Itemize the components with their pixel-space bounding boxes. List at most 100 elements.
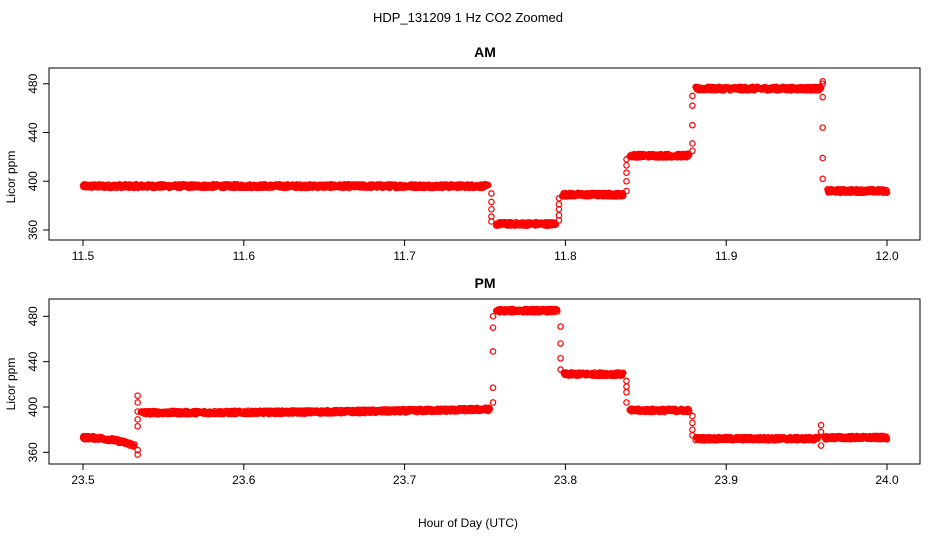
am-y-tick-label: 360 [26, 220, 40, 240]
pm-x-axis: 23.5 23.6 23.7 23.8 23.9 24.0 [71, 464, 899, 487]
pm-data-point [623, 399, 630, 406]
x-axis-label: Hour of Day (UTC) [418, 516, 518, 530]
pm-data-point [685, 407, 693, 415]
pm-data-point [689, 412, 696, 420]
am-y-axis: 360 400 440 480 [26, 73, 49, 240]
pm-data-point [557, 354, 564, 362]
pm-y-tick-label: 480 [26, 306, 40, 326]
pm-data-point [134, 422, 141, 430]
am-data-point [619, 192, 627, 200]
am-data-point [883, 186, 890, 194]
am-data-point [819, 124, 826, 131]
am-panel: AM Licor ppm 11.5 11.6 11.7 11.8 11.9 12.0 36… [4, 44, 921, 263]
am-y-tick-label: 480 [26, 73, 40, 93]
pm-data-point [689, 419, 696, 427]
pm-data-point [134, 399, 141, 406]
am-data-point [484, 181, 492, 189]
am-x-tick-label: 11.7 [393, 249, 416, 263]
am-data-point [488, 198, 495, 206]
pm-y-tick-label: 360 [26, 442, 40, 462]
am-data-point [623, 162, 630, 169]
pm-data-point [619, 369, 627, 377]
pm-data-point [883, 435, 891, 443]
pm-y-tick-label: 400 [26, 397, 40, 417]
am-data-point [689, 121, 696, 129]
am-data-point [550, 221, 557, 229]
am-plot-frame [48, 67, 921, 241]
pm-data-point [131, 441, 138, 448]
pm-data-point [134, 392, 141, 399]
am-data-point [689, 92, 696, 100]
am-data-point [488, 205, 495, 213]
am-x-tick-label: 12.0 [875, 249, 899, 263]
am-y-tick-label: 440 [26, 122, 40, 142]
pm-x-tick-label: 23.7 [393, 473, 417, 487]
am-data-point [685, 151, 693, 159]
am-data-point [689, 140, 696, 147]
am-y-axis-label: Licor ppm [4, 151, 18, 204]
pm-data-point [489, 384, 497, 392]
pm-data-point [557, 366, 564, 373]
pm-data-point [817, 428, 825, 436]
pm-y-axis-label: Licor ppm [4, 358, 18, 411]
pm-data-point [623, 388, 630, 396]
pm-x-tick-label: 23.5 [71, 473, 95, 487]
am-data-point [623, 177, 630, 185]
am-data-point [819, 78, 826, 85]
pm-data-points [79, 305, 891, 458]
am-data-point [623, 187, 630, 195]
pm-data-point [554, 308, 561, 315]
am-data-point [623, 169, 630, 177]
am-data-point [555, 195, 563, 202]
pm-data-point [489, 324, 497, 331]
am-data-points [79, 78, 891, 230]
pm-data-point [134, 416, 141, 423]
am-data-point [883, 189, 891, 196]
am-data-point [819, 154, 826, 162]
am-x-axis: 11.5 11.6 11.7 11.8 11.9 12.0 [72, 240, 899, 263]
pm-data-point [134, 446, 141, 454]
am-x-tick-label: 11.6 [233, 249, 256, 263]
pm-y-axis: 360 400 440 480 [26, 306, 49, 462]
pm-data-point [557, 323, 564, 330]
am-data-point [819, 175, 826, 183]
am-data-point [689, 147, 696, 155]
pm-panel-title: PM [475, 275, 496, 291]
am-data-point [552, 221, 560, 229]
pm-data-point [489, 348, 497, 355]
am-data-point [555, 212, 563, 219]
pm-plot-frame [48, 298, 921, 465]
am-data-point [819, 80, 826, 88]
pm-data-point [817, 442, 825, 449]
pm-data-point [489, 399, 497, 406]
pm-x-tick-label: 23.8 [554, 473, 578, 487]
pm-data-point [134, 408, 141, 415]
am-data-point [623, 156, 630, 163]
pm-data-point [817, 421, 825, 429]
am-x-tick-label: 11.8 [554, 249, 577, 263]
pm-data-point [486, 405, 494, 413]
am-data-point [488, 190, 495, 197]
am-panel-title: AM [474, 44, 496, 60]
pm-data-point [883, 433, 890, 441]
figure-title: HDP_131209 1 Hz CO2 Zoomed [373, 10, 563, 25]
pm-data-point [557, 340, 564, 347]
am-data-point [555, 201, 563, 208]
am-x-tick-label: 11.5 [72, 249, 95, 263]
pm-x-tick-label: 23.9 [715, 473, 739, 487]
pm-data-point [134, 451, 141, 458]
pm-data-point [689, 432, 696, 439]
pm-x-tick-label: 23.6 [232, 473, 256, 487]
am-data-point [488, 218, 495, 225]
am-x-tick-label: 11.9 [715, 249, 738, 263]
am-y-tick-label: 400 [26, 171, 40, 191]
pm-y-tick-label: 440 [26, 351, 40, 371]
pm-x-tick-label: 24.0 [875, 473, 899, 487]
am-data-point [689, 102, 696, 109]
pm-data-point [814, 433, 822, 441]
pm-data-point [489, 313, 497, 320]
pm-panel: PM Licor ppm 23.5 23.6 23.7 23.8 23.9 24.0 36… [4, 275, 921, 487]
am-data-point [817, 84, 825, 92]
am-data-point [819, 93, 826, 101]
